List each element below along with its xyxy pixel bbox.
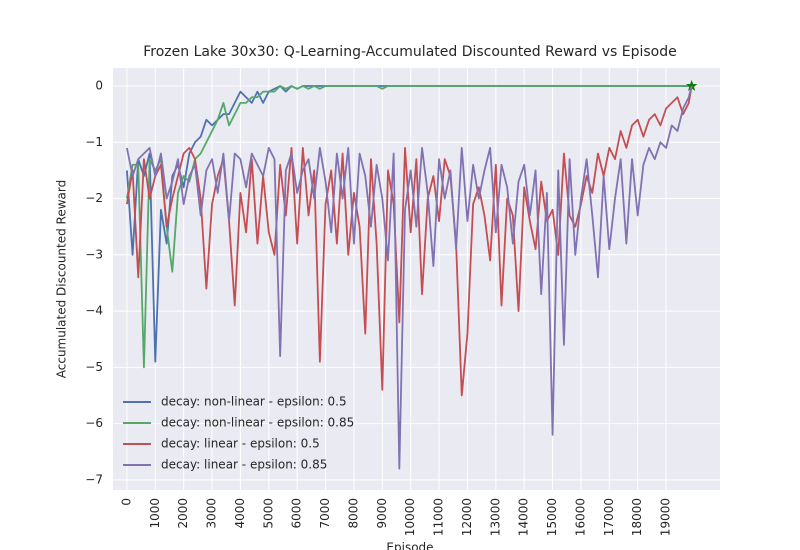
y-tick-label: 0 [95,79,103,93]
legend-label: decay: linear - epsilon: 0.85 [161,458,327,472]
x-tick-label: 9000 [375,498,389,529]
y-axis-label: Accumulated Discounted Reward [55,180,69,379]
x-tick-label: 8000 [346,498,360,529]
x-tick-label: 0 [119,498,133,506]
x-tick-label: 6000 [290,498,304,529]
x-tick-label: 2000 [176,498,190,529]
x-tick-label: 19000 [659,498,673,536]
y-tick-label: −3 [85,247,103,261]
x-tick-label: 10000 [403,498,417,536]
y-tick-label: −4 [85,304,103,318]
x-tick-label: 13000 [488,498,502,536]
legend: decay: non-linear - epsilon: 0.5 decay: n… [123,395,354,472]
y-tick-label: −6 [85,416,103,430]
x-tick-label: 5000 [261,498,275,529]
x-tick-label: 16000 [573,498,587,536]
legend-label: decay: linear - epsilon: 0.5 [161,437,320,451]
chart-title: Frozen Lake 30x30: Q-Learning-Accumulate… [143,44,676,60]
grid [113,68,720,490]
x-tick-label: 14000 [517,498,531,536]
y-tick-label: −7 [85,472,103,486]
x-tick-label: 18000 [630,498,644,536]
x-tick-label: 7000 [318,498,332,529]
x-tick-label: 4000 [233,498,247,529]
lines [126,80,698,470]
series-line [126,85,692,369]
legend-label: decay: non-linear - epsilon: 0.5 [161,395,347,409]
y-tick-label: −5 [85,360,103,374]
y-tick-label: −1 [85,135,103,149]
x-tick-label: 17000 [602,498,616,536]
x-tick-label: 1000 [148,498,162,529]
x-axis-label: Episode [386,541,433,550]
x-tick-label: 11000 [432,498,446,536]
x-tick-label: 12000 [460,498,474,536]
end-marker [685,80,698,91]
x-tick-label: 3000 [205,498,219,529]
x-tick-label: 15000 [545,498,559,536]
legend-label: decay: non-linear - epsilon: 0.85 [161,416,354,430]
ticks: 0 −1 −2 −3 −4 −5 −6 −7 0 1000 2000 3000 4000 5000 6000… [85,79,672,537]
series-line [126,85,693,470]
y-tick-label: −2 [85,191,103,205]
